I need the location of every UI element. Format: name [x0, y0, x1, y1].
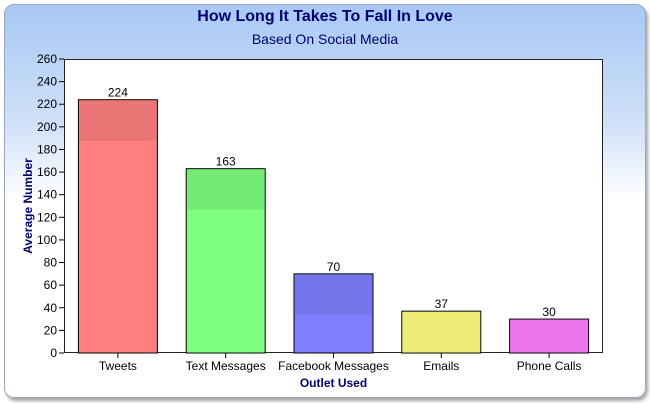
bar-tweets — [77, 99, 158, 354]
bar-text-messages — [185, 168, 266, 354]
y-tick-label: 160 — [37, 165, 57, 179]
data-label: 70 — [327, 260, 341, 274]
x-tick-label: Text Messages — [186, 359, 266, 373]
y-tick-label: 140 — [37, 188, 57, 202]
x-tick-label: Emails — [423, 359, 459, 373]
data-label: 224 — [108, 86, 128, 100]
bar-shade — [402, 312, 480, 352]
x-axis-label: Outlet Used — [299, 376, 368, 390]
x-tick-label: Facebook Messages — [278, 359, 389, 373]
y-tick-label: 80 — [44, 256, 58, 270]
y-tick-label: 260 — [37, 52, 57, 66]
y-tick-label: 100 — [37, 233, 57, 247]
data-label: 163 — [216, 155, 236, 169]
y-tick-label: 40 — [44, 301, 58, 315]
y-tick-label: 60 — [44, 278, 58, 292]
x-tick-label: Phone Calls — [517, 359, 582, 373]
y-tick-label: 240 — [37, 75, 57, 89]
bar-shade — [295, 274, 372, 315]
y-tick-label: 0 — [50, 346, 57, 360]
chart-title: How Long It Takes To Fall In Love — [197, 8, 453, 25]
bar-shade — [510, 320, 588, 352]
bar-facebook-messages — [293, 273, 374, 354]
data-label: 37 — [435, 297, 449, 311]
y-tick-label: 220 — [37, 97, 57, 111]
bar-shade — [79, 100, 157, 141]
chart-subtitle: Based On Social Media — [251, 31, 399, 47]
y-tick-label: 20 — [44, 323, 58, 337]
y-tick-label: 200 — [37, 120, 57, 134]
y-tick-label: 180 — [37, 142, 57, 156]
data-label: 30 — [542, 305, 556, 319]
bar-emails — [401, 310, 482, 354]
x-tick-label: Tweets — [99, 359, 137, 373]
y-tick-label: 120 — [37, 210, 57, 224]
bar-shade — [187, 169, 265, 210]
bar-phone-calls — [509, 318, 590, 354]
